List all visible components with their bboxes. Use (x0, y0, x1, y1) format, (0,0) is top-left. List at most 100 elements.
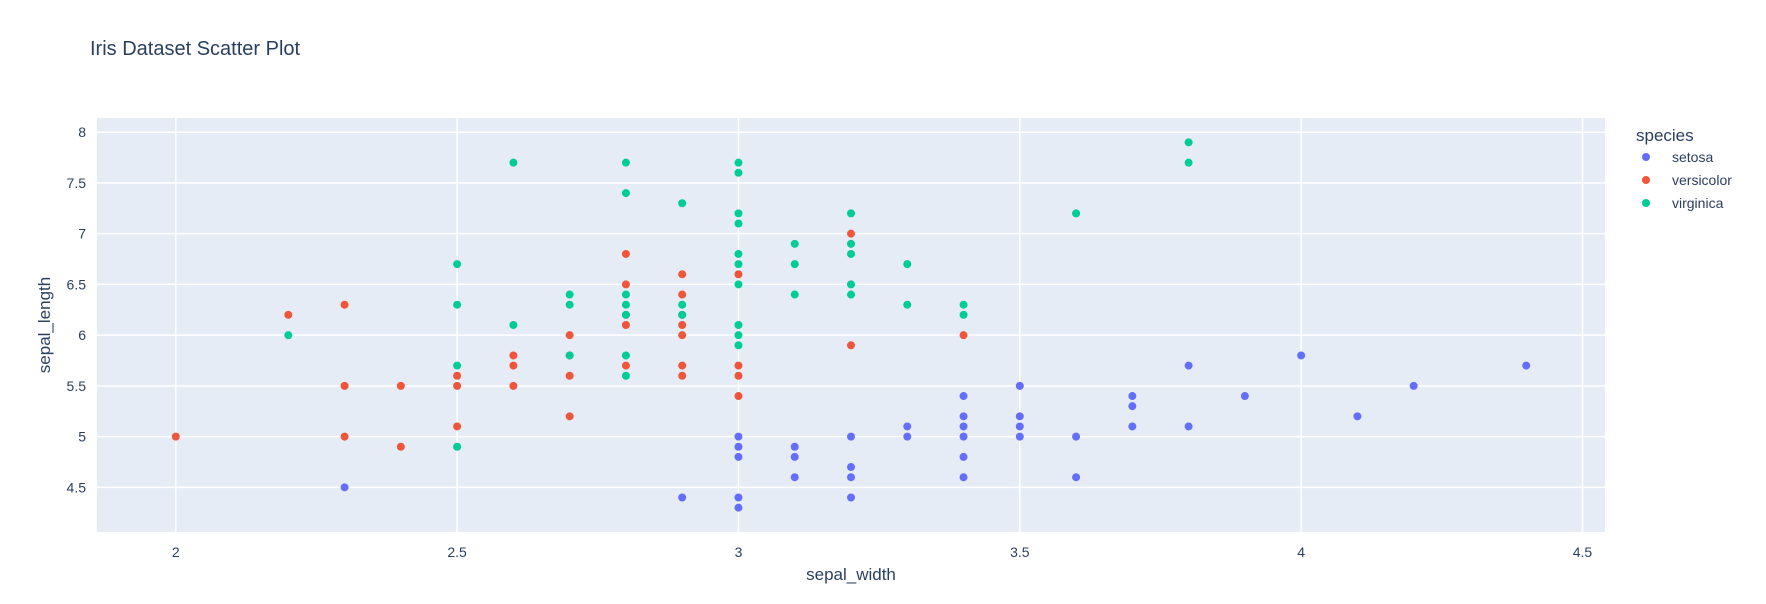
point-virginica[interactable] (621, 300, 630, 309)
point-setosa[interactable] (847, 473, 855, 482)
point-virginica[interactable] (734, 158, 743, 167)
point-virginica[interactable] (509, 321, 518, 329)
legend-marker-versicolor[interactable] (1642, 176, 1650, 184)
point-versicolor[interactable] (453, 422, 462, 431)
point-setosa[interactable] (1297, 351, 1306, 360)
point-setosa[interactable] (734, 432, 743, 441)
point-setosa[interactable] (1015, 422, 1024, 431)
point-versicolor[interactable] (847, 229, 855, 238)
point-setosa[interactable] (903, 432, 912, 441)
point-versicolor[interactable] (621, 280, 630, 289)
point-virginica[interactable] (621, 310, 630, 319)
point-setosa[interactable] (1072, 432, 1081, 441)
point-virginica[interactable] (734, 341, 743, 350)
point-versicolor[interactable] (678, 290, 687, 299)
point-virginica[interactable] (734, 331, 743, 340)
point-setosa[interactable] (959, 412, 968, 421)
point-setosa[interactable] (959, 392, 968, 401)
point-setosa[interactable] (959, 432, 968, 441)
point-versicolor[interactable] (678, 331, 687, 340)
point-setosa[interactable] (959, 452, 968, 461)
point-setosa[interactable] (1015, 381, 1024, 390)
point-virginica[interactable] (453, 260, 462, 269)
point-virginica[interactable] (903, 300, 912, 309)
point-versicolor[interactable] (509, 351, 518, 360)
point-versicolor[interactable] (565, 371, 574, 380)
point-virginica[interactable] (734, 321, 743, 329)
point-virginica[interactable] (284, 331, 293, 340)
point-setosa[interactable] (790, 442, 799, 451)
point-versicolor[interactable] (678, 321, 687, 329)
point-virginica[interactable] (453, 300, 462, 309)
point-versicolor[interactable] (396, 381, 405, 390)
point-versicolor[interactable] (621, 321, 630, 329)
point-setosa[interactable] (1128, 402, 1137, 411)
point-versicolor[interactable] (284, 310, 293, 319)
point-virginica[interactable] (621, 371, 630, 380)
point-setosa[interactable] (847, 463, 855, 472)
point-versicolor[interactable] (734, 361, 743, 370)
point-virginica[interactable] (734, 280, 743, 289)
point-versicolor[interactable] (734, 371, 743, 380)
point-virginica[interactable] (790, 260, 799, 269)
point-virginica[interactable] (734, 260, 743, 269)
point-setosa[interactable] (678, 493, 687, 502)
point-setosa[interactable] (847, 493, 855, 502)
point-versicolor[interactable] (340, 381, 349, 390)
point-versicolor[interactable] (621, 249, 630, 258)
point-setosa[interactable] (1353, 412, 1362, 421)
point-virginica[interactable] (1184, 138, 1193, 147)
point-setosa[interactable] (1128, 422, 1137, 431)
point-setosa[interactable] (790, 473, 799, 482)
point-versicolor[interactable] (509, 361, 518, 370)
point-virginica[interactable] (1184, 158, 1193, 167)
point-versicolor[interactable] (847, 341, 855, 350)
point-setosa[interactable] (734, 503, 743, 512)
point-virginica[interactable] (453, 361, 462, 370)
point-setosa[interactable] (959, 473, 968, 482)
point-setosa[interactable] (1184, 422, 1193, 431)
point-versicolor[interactable] (959, 331, 968, 340)
point-versicolor[interactable] (678, 361, 687, 370)
point-virginica[interactable] (734, 168, 743, 177)
point-virginica[interactable] (790, 239, 799, 248)
point-virginica[interactable] (621, 189, 630, 198)
point-setosa[interactable] (1240, 392, 1249, 401)
legend-label-virginica[interactable]: virginica (1672, 195, 1724, 211)
point-versicolor[interactable] (678, 371, 687, 380)
point-virginica[interactable] (959, 300, 968, 309)
point-virginica[interactable] (734, 209, 743, 218)
point-virginica[interactable] (678, 199, 687, 208)
point-setosa[interactable] (340, 483, 349, 492)
point-setosa[interactable] (734, 442, 743, 451)
point-setosa[interactable] (734, 493, 743, 502)
point-versicolor[interactable] (621, 361, 630, 370)
legend-marker-virginica[interactable] (1642, 199, 1650, 207)
point-virginica[interactable] (847, 280, 855, 289)
point-setosa[interactable] (903, 422, 912, 431)
point-setosa[interactable] (1015, 432, 1024, 441)
point-virginica[interactable] (734, 219, 743, 228)
point-setosa[interactable] (1072, 473, 1081, 482)
point-versicolor[interactable] (509, 381, 518, 390)
point-virginica[interactable] (847, 239, 855, 248)
point-versicolor[interactable] (565, 412, 574, 421)
point-versicolor[interactable] (340, 432, 349, 441)
point-setosa[interactable] (1128, 392, 1137, 401)
point-versicolor[interactable] (396, 442, 405, 451)
point-virginica[interactable] (790, 290, 799, 299)
point-setosa[interactable] (1015, 412, 1024, 421)
legend-label-setosa[interactable]: setosa (1672, 149, 1713, 165)
point-versicolor[interactable] (565, 331, 574, 340)
point-virginica[interactable] (565, 351, 574, 360)
point-virginica[interactable] (847, 249, 855, 258)
point-versicolor[interactable] (453, 381, 462, 390)
legend-label-versicolor[interactable]: versicolor (1672, 172, 1732, 188)
point-setosa[interactable] (790, 452, 799, 461)
point-virginica[interactable] (678, 310, 687, 319)
point-setosa[interactable] (959, 422, 968, 431)
point-versicolor[interactable] (171, 432, 180, 441)
point-virginica[interactable] (621, 158, 630, 167)
point-virginica[interactable] (621, 290, 630, 299)
point-virginica[interactable] (565, 300, 574, 309)
